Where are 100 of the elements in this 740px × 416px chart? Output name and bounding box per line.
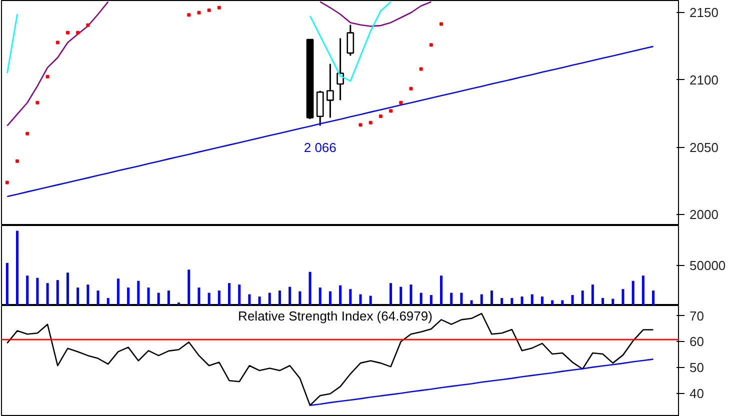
candlestick: [336, 37, 344, 101]
text: 50000: [690, 258, 726, 273]
point: [409, 86, 413, 90]
bar: [208, 292, 210, 305]
bar: [622, 289, 624, 305]
bar: [46, 283, 49, 305]
point: [429, 43, 433, 47]
line-series: [309, 358, 654, 406]
point: [358, 123, 362, 127]
bar: [288, 286, 292, 305]
bar: [571, 295, 574, 305]
bar: [520, 296, 524, 305]
y-tick-label: 40: [690, 386, 704, 401]
bar: [228, 283, 231, 305]
y-tick-label: 60: [690, 334, 704, 350]
y-tick-label: 50: [690, 360, 704, 375]
bar: [510, 298, 514, 305]
bar: [490, 290, 493, 305]
point: [16, 159, 19, 163]
bar: [238, 284, 241, 305]
bar: [76, 288, 80, 305]
point: [5, 180, 9, 184]
point: [66, 30, 70, 34]
bar: [410, 284, 412, 305]
bar: [359, 294, 362, 305]
point: [399, 100, 403, 104]
bar: [157, 292, 160, 305]
bar: [530, 294, 534, 305]
point: [36, 100, 40, 104]
bar: [16, 230, 19, 305]
bar: [480, 294, 483, 305]
bar: [137, 280, 140, 305]
point: [86, 23, 90, 27]
bar: [116, 278, 120, 305]
bar: [308, 272, 312, 305]
point: [76, 30, 80, 34]
point: [197, 10, 201, 14]
bar: [278, 290, 281, 305]
bar: [400, 286, 402, 305]
bar: [642, 276, 644, 305]
bar: [602, 298, 604, 305]
bar: [96, 290, 100, 305]
bar: [460, 292, 463, 305]
bar: [390, 283, 392, 305]
bar: [198, 288, 200, 305]
candlestick: [326, 63, 334, 118]
bar: [218, 290, 220, 305]
bar: [298, 291, 302, 305]
bar: [551, 300, 554, 305]
line-series: [6, 312, 654, 406]
y-tick-label: 70: [690, 308, 704, 324]
bar: [339, 285, 342, 305]
bar: [581, 290, 584, 305]
bar: [652, 290, 655, 305]
bar: [632, 280, 634, 305]
point: [56, 40, 60, 44]
point: [368, 120, 372, 124]
bar: [167, 290, 170, 305]
point: [217, 6, 221, 10]
bar: [440, 276, 443, 305]
y-tick-label: 2050: [690, 140, 718, 155]
point: [187, 13, 191, 17]
y-tick-label: 2000: [690, 207, 718, 222]
point: [389, 109, 393, 113]
bar: [318, 288, 322, 305]
bar: [248, 294, 251, 305]
bar: [86, 284, 90, 305]
bar: [470, 300, 473, 305]
point: [378, 114, 382, 118]
bar: [328, 291, 332, 305]
bar: [420, 292, 422, 305]
bar: [6, 262, 8, 305]
y-tick-label: 2150: [690, 5, 718, 20]
bar: [188, 270, 190, 305]
bar: [540, 296, 544, 305]
bar: [591, 284, 594, 305]
point: [46, 74, 50, 78]
bar: [369, 296, 372, 305]
bar: [36, 278, 39, 305]
bar: [258, 296, 261, 305]
bar: [561, 300, 564, 305]
line-series: [6, 46, 654, 198]
bar: [147, 288, 150, 305]
point: [419, 67, 423, 71]
bar: [612, 298, 614, 305]
point: [440, 22, 444, 26]
bar: [56, 280, 59, 305]
chart-title: Relative Strength Index (64.6979): [238, 308, 432, 324]
bar: [127, 288, 130, 305]
point: [207, 8, 211, 12]
annotation: 2 066: [304, 140, 336, 155]
candlestick: [346, 24, 354, 56]
bar: [500, 298, 504, 305]
bar: [66, 272, 69, 305]
point: [26, 132, 30, 136]
y-tick-label: 2100: [690, 72, 718, 88]
bar: [106, 298, 110, 305]
bar: [349, 289, 352, 305]
bar: [268, 292, 271, 305]
bar: [430, 295, 432, 305]
